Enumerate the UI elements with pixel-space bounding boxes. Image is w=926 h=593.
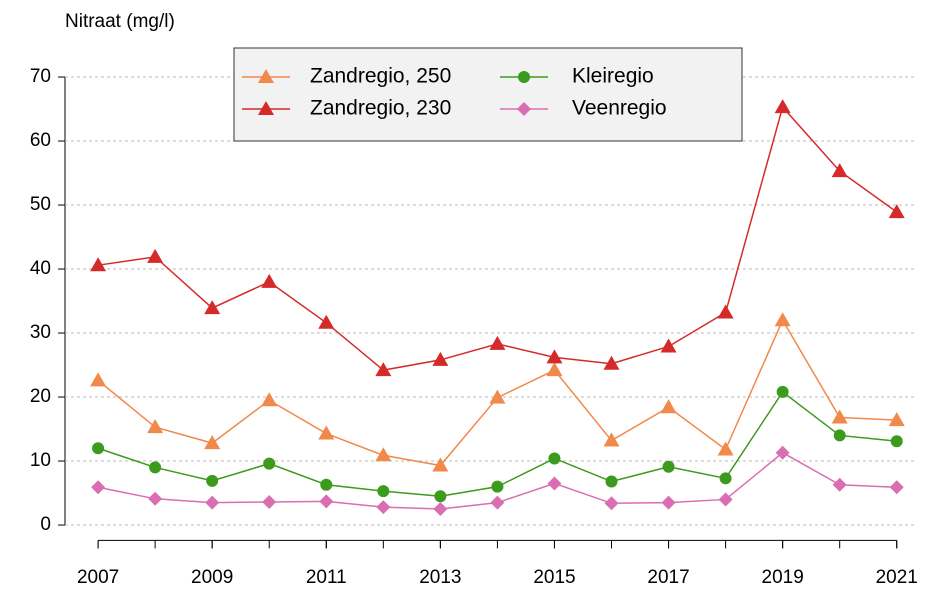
marker bbox=[204, 300, 221, 315]
marker bbox=[258, 101, 274, 115]
marker bbox=[546, 349, 563, 364]
y-tick-label: 20 bbox=[30, 386, 51, 407]
marker bbox=[890, 435, 903, 448]
marker bbox=[90, 372, 107, 387]
marker bbox=[263, 457, 276, 470]
series-line bbox=[97, 105, 898, 371]
marker bbox=[262, 494, 277, 509]
marker bbox=[147, 419, 164, 434]
marker bbox=[432, 351, 449, 366]
marker bbox=[719, 472, 732, 485]
marker bbox=[888, 204, 905, 219]
marker bbox=[831, 409, 848, 424]
x-tick-label: 2017 bbox=[647, 567, 689, 588]
marker bbox=[888, 412, 905, 427]
marker bbox=[148, 491, 163, 506]
marker bbox=[91, 480, 106, 495]
marker bbox=[774, 312, 791, 327]
marker bbox=[717, 441, 734, 456]
marker bbox=[434, 490, 447, 503]
marker bbox=[660, 399, 677, 414]
marker bbox=[376, 500, 391, 515]
marker bbox=[518, 71, 530, 83]
y-tick-label: 50 bbox=[30, 194, 51, 215]
marker bbox=[319, 494, 334, 509]
marker bbox=[147, 248, 164, 263]
legend-label: Zandregio, 230 bbox=[310, 97, 451, 120]
marker bbox=[661, 495, 676, 510]
marker bbox=[776, 385, 789, 398]
marker bbox=[717, 304, 734, 319]
marker bbox=[318, 314, 335, 329]
marker bbox=[90, 257, 107, 272]
marker bbox=[603, 355, 620, 370]
y-tick-label: 0 bbox=[40, 514, 51, 535]
marker bbox=[547, 476, 562, 491]
marker bbox=[432, 457, 449, 472]
y-tick-label: 70 bbox=[30, 66, 51, 87]
x-tick-label: 2021 bbox=[876, 567, 918, 588]
marker bbox=[258, 69, 274, 83]
marker bbox=[320, 478, 333, 491]
y-tick-label: 30 bbox=[30, 322, 51, 343]
x-tick-label: 2019 bbox=[762, 567, 804, 588]
marker bbox=[261, 273, 278, 288]
marker bbox=[660, 338, 677, 353]
legend: Zandregio, 250 Zandregio, 230 Kleiregio Vee… bbox=[233, 47, 743, 142]
marker bbox=[832, 477, 847, 492]
marker bbox=[718, 492, 733, 507]
marker bbox=[489, 389, 506, 404]
marker bbox=[433, 502, 448, 517]
marker bbox=[318, 425, 335, 440]
marker bbox=[375, 362, 392, 377]
marker bbox=[662, 460, 675, 473]
marker bbox=[204, 435, 221, 450]
marker bbox=[205, 495, 220, 510]
x-tick-label: 2015 bbox=[533, 567, 575, 588]
marker bbox=[489, 335, 506, 350]
marker bbox=[546, 362, 563, 377]
legend-label: Veenregio bbox=[572, 97, 667, 120]
marker bbox=[603, 432, 620, 447]
marker bbox=[774, 99, 791, 114]
x-tick-label: 2013 bbox=[419, 567, 461, 588]
legend-label: Kleiregio bbox=[572, 65, 654, 88]
marker bbox=[490, 495, 505, 510]
x-tick-label: 2011 bbox=[306, 567, 347, 588]
legend-box bbox=[233, 47, 743, 142]
marker bbox=[831, 163, 848, 178]
marker bbox=[375, 447, 392, 462]
marker bbox=[775, 445, 790, 460]
marker bbox=[604, 496, 619, 511]
y-tick-label: 40 bbox=[30, 258, 51, 279]
marker bbox=[833, 429, 846, 442]
y-axis-title: Nitraat (mg/l) bbox=[65, 11, 175, 32]
legend-label: Zandregio, 250 bbox=[310, 65, 451, 88]
marker bbox=[149, 461, 162, 474]
marker bbox=[889, 480, 904, 495]
marker bbox=[92, 442, 105, 455]
marker bbox=[377, 485, 390, 498]
marker bbox=[548, 452, 561, 465]
y-tick-label: 10 bbox=[30, 450, 51, 471]
y-tick-label: 60 bbox=[30, 130, 51, 151]
marker bbox=[206, 474, 219, 487]
x-tick-label: 2007 bbox=[77, 567, 119, 588]
marker bbox=[517, 102, 531, 116]
x-tick-label: 2009 bbox=[191, 567, 233, 588]
marker bbox=[605, 475, 618, 488]
marker bbox=[261, 392, 278, 407]
marker bbox=[491, 480, 504, 493]
